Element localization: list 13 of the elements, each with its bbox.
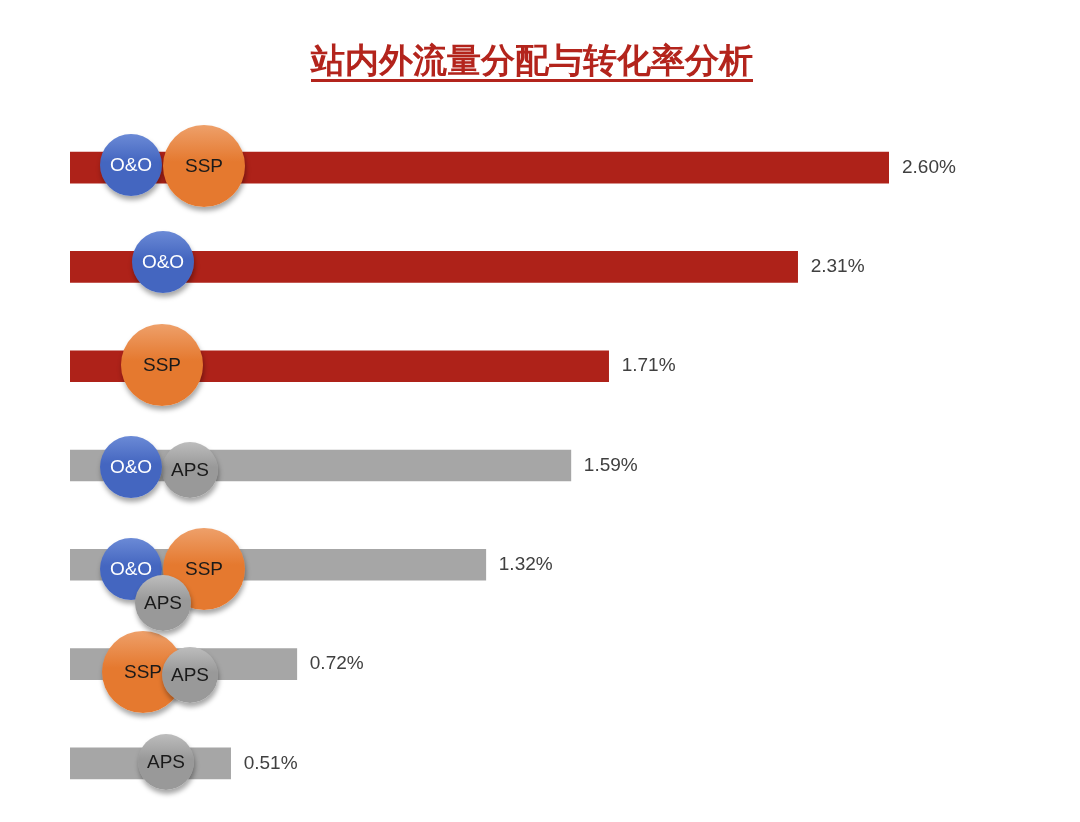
data-label: 1.71% (621, 354, 676, 376)
y-tick-label: SSP APS (123, 660, 210, 688)
data-label: 0.72% (309, 652, 364, 674)
data-label: 2.31% (810, 255, 865, 277)
chart-title: 站内外流量分配与转化率分析 (309, 39, 754, 82)
data-label: 1.59% (583, 453, 638, 475)
bar (70, 251, 798, 283)
category-label: O&O SSP APS (109, 557, 224, 613)
data-label: 0.51% (243, 751, 298, 773)
data-label: 1.32% (498, 553, 553, 575)
y-tick-label: O&O APS (108, 454, 210, 482)
category-label: O&O SSP (109, 153, 224, 176)
data-label: 2.60% (902, 155, 956, 177)
